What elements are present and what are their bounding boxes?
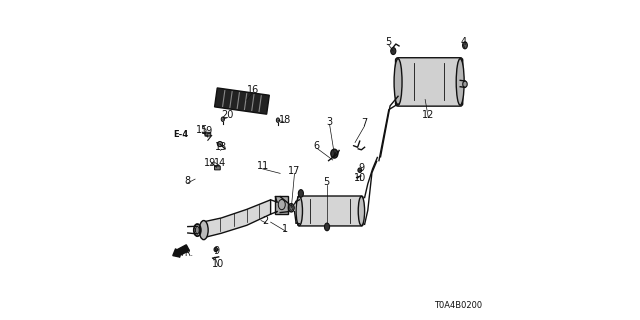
Text: 16: 16: [247, 85, 259, 95]
Text: 18: 18: [279, 115, 291, 125]
Text: 11: 11: [257, 161, 269, 172]
FancyArrow shape: [173, 245, 189, 257]
Text: 20: 20: [221, 110, 234, 120]
Text: 4: 4: [460, 37, 467, 47]
Text: 2: 2: [262, 216, 269, 226]
FancyBboxPatch shape: [298, 196, 363, 226]
Ellipse shape: [463, 42, 467, 49]
Polygon shape: [214, 88, 269, 114]
Ellipse shape: [331, 149, 338, 158]
Text: 13: 13: [215, 142, 227, 152]
Ellipse shape: [221, 117, 225, 122]
Text: 14: 14: [214, 158, 226, 168]
Ellipse shape: [289, 204, 294, 212]
Text: 5: 5: [385, 37, 392, 47]
Ellipse shape: [199, 220, 208, 240]
Ellipse shape: [358, 168, 362, 172]
Text: 10: 10: [354, 172, 366, 182]
Ellipse shape: [298, 190, 303, 197]
Ellipse shape: [358, 196, 365, 226]
Text: 19: 19: [204, 158, 216, 168]
Text: 17: 17: [289, 166, 301, 176]
Text: 19: 19: [201, 126, 213, 136]
Ellipse shape: [463, 81, 467, 87]
Ellipse shape: [290, 205, 293, 210]
Text: 15: 15: [196, 125, 208, 135]
Text: 3: 3: [326, 117, 333, 127]
FancyBboxPatch shape: [214, 166, 220, 170]
Text: 6: 6: [314, 141, 320, 151]
Polygon shape: [202, 200, 271, 238]
FancyBboxPatch shape: [205, 132, 211, 136]
Ellipse shape: [391, 48, 396, 54]
Text: T0A4B0200: T0A4B0200: [435, 301, 483, 310]
Circle shape: [218, 141, 223, 147]
Text: 9: 9: [213, 246, 220, 256]
Text: 1: 1: [282, 223, 288, 234]
Polygon shape: [275, 196, 288, 213]
Text: 10: 10: [212, 259, 224, 268]
Text: FR.: FR.: [180, 249, 193, 258]
Ellipse shape: [296, 196, 303, 226]
Ellipse shape: [195, 226, 199, 234]
Ellipse shape: [324, 223, 330, 231]
Ellipse shape: [394, 59, 402, 105]
Text: 9: 9: [358, 163, 365, 173]
Ellipse shape: [276, 118, 280, 123]
Ellipse shape: [214, 247, 218, 252]
Text: 8: 8: [185, 176, 191, 186]
Text: 12: 12: [422, 110, 435, 120]
FancyBboxPatch shape: [396, 58, 463, 106]
Text: 5: 5: [323, 177, 330, 187]
Text: E-4: E-4: [173, 130, 188, 139]
Text: 7: 7: [362, 118, 368, 128]
Ellipse shape: [456, 59, 464, 105]
